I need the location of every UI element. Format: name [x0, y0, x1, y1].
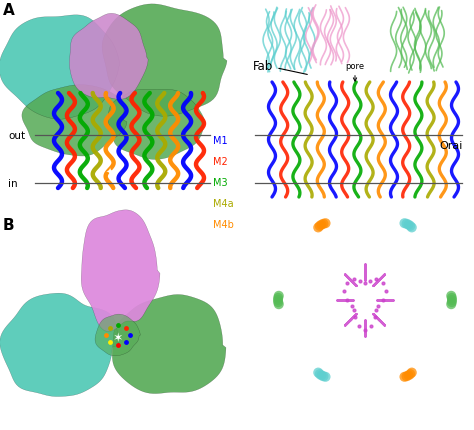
Text: out: out — [8, 131, 25, 141]
Text: Orai: Orai — [439, 141, 463, 150]
Circle shape — [401, 219, 411, 229]
Polygon shape — [108, 90, 205, 160]
Text: M2: M2 — [213, 157, 228, 166]
Text: M4b: M4b — [213, 219, 234, 230]
Text: M4a: M4a — [213, 199, 234, 209]
Polygon shape — [102, 5, 227, 117]
Circle shape — [274, 300, 284, 310]
Polygon shape — [112, 295, 226, 393]
Circle shape — [401, 372, 411, 381]
Text: pore: pore — [346, 62, 365, 82]
Polygon shape — [81, 210, 160, 332]
Text: in: in — [8, 178, 18, 189]
Circle shape — [446, 300, 456, 310]
Circle shape — [407, 223, 417, 233]
Circle shape — [274, 291, 284, 301]
Circle shape — [273, 295, 283, 305]
Text: ✶: ✶ — [113, 331, 123, 344]
Circle shape — [315, 369, 325, 379]
Circle shape — [403, 371, 413, 381]
Text: B: B — [3, 218, 15, 233]
Polygon shape — [0, 293, 119, 396]
Circle shape — [405, 369, 415, 379]
Circle shape — [315, 221, 325, 231]
Circle shape — [446, 291, 456, 301]
Circle shape — [317, 220, 327, 230]
Circle shape — [400, 219, 410, 229]
Text: M3: M3 — [213, 178, 228, 187]
Circle shape — [320, 219, 330, 229]
Circle shape — [317, 371, 327, 381]
Circle shape — [405, 221, 415, 231]
Circle shape — [403, 220, 413, 230]
Polygon shape — [0, 16, 119, 120]
Circle shape — [447, 298, 457, 307]
Circle shape — [447, 293, 457, 303]
Circle shape — [320, 372, 330, 382]
Circle shape — [407, 368, 417, 378]
Circle shape — [313, 223, 323, 233]
Circle shape — [319, 372, 328, 381]
Polygon shape — [69, 14, 148, 100]
Circle shape — [319, 219, 328, 229]
Circle shape — [313, 368, 323, 378]
Circle shape — [273, 298, 283, 307]
Polygon shape — [95, 314, 140, 356]
Text: Fab: Fab — [253, 59, 307, 75]
Polygon shape — [22, 86, 127, 157]
Circle shape — [273, 293, 283, 303]
Text: A: A — [3, 3, 15, 18]
Circle shape — [447, 295, 457, 305]
Circle shape — [400, 372, 410, 382]
Text: M1: M1 — [213, 136, 228, 146]
Text: ✦: ✦ — [106, 168, 114, 178]
